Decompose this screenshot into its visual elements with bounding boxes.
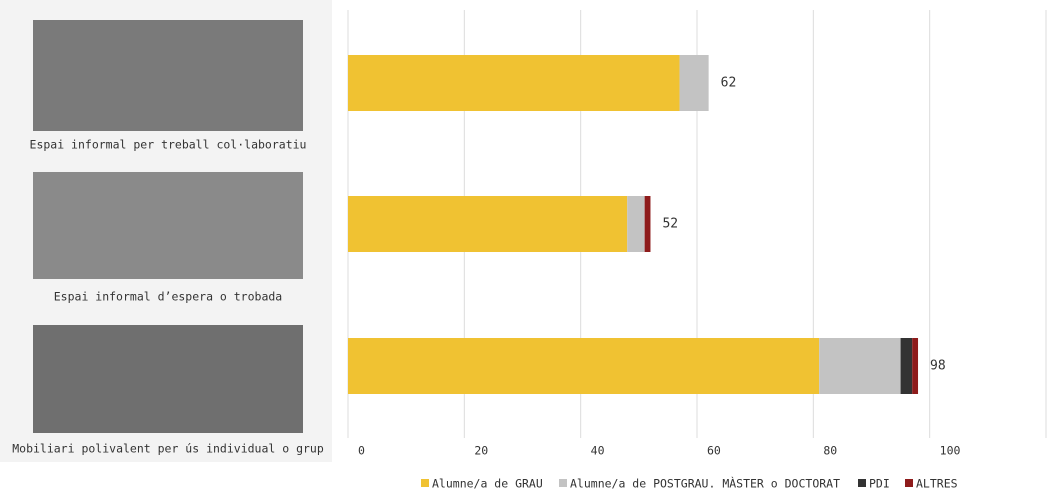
total-label: 98 [930,359,946,374]
bar-segment [819,338,901,394]
x-tick-label: 60 [707,444,721,458]
category-label: Espai informal per treball col·laboratiu [30,138,307,152]
x-tick-label: 80 [823,444,837,458]
legend-swatch [858,479,866,487]
photo [33,20,303,131]
bar-segment [627,196,645,252]
category-label: Mobiliari polivalent per ús individual o… [12,442,324,456]
legend-label: ALTRES [916,477,958,490]
total-label: 52 [662,217,678,232]
legend-swatch [421,479,429,487]
x-tick-label: 100 [940,444,961,458]
legend-swatch [905,479,913,487]
x-tick-label: 0 [358,444,365,458]
bar-segment [900,338,913,394]
bar-segment [348,338,820,394]
bar-segment [679,55,709,111]
bar-segment [912,338,919,394]
photo [33,325,303,433]
bar-segment [348,55,680,111]
category-label: Espai informal d’espera o trobada [54,290,282,304]
x-tick-label: 40 [591,444,605,458]
bar-segment [348,196,628,252]
total-label: 62 [721,76,737,91]
legend-label: PDI [869,477,890,490]
x-tick-label: 20 [474,444,488,458]
legend-label: Alumne/a de POSTGRAU. MÀSTER o DOCTORAT [570,476,840,490]
legend-label: Alumne/a de GRAU [432,477,543,490]
photo [33,172,303,279]
bar-segment [644,196,651,252]
legend-swatch [559,479,567,487]
